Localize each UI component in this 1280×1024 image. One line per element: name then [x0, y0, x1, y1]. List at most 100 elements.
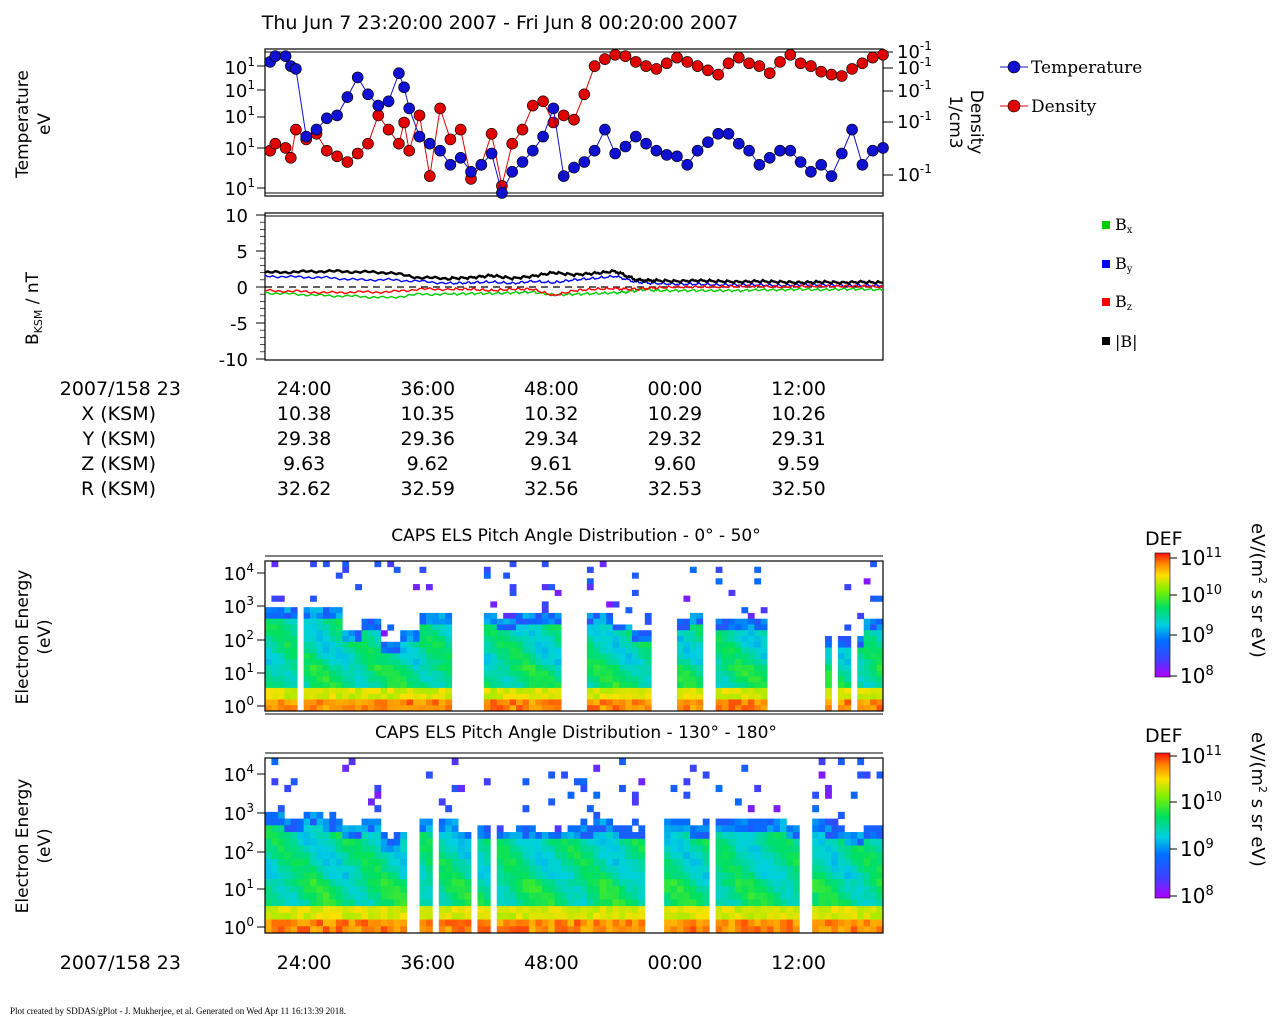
spectrogram-cell — [290, 852, 298, 860]
spectrogram-cell — [541, 636, 549, 643]
spectrogram-cell — [760, 687, 768, 695]
spectrogram-cell — [322, 818, 330, 826]
spectrogram-cell — [818, 892, 826, 900]
spectrogram-cell — [760, 647, 768, 654]
spectrogram-cell — [503, 687, 511, 695]
spectrogram-cell — [335, 653, 343, 660]
spectrogram-cell — [612, 899, 620, 907]
spectrogram-cell — [445, 838, 453, 846]
colorbar-tick: 109 — [1180, 837, 1214, 861]
spectrogram-cell — [837, 919, 845, 927]
spectrogram-cell — [631, 899, 639, 907]
spectrogram-cell — [599, 872, 607, 880]
spectrogram-cell — [625, 852, 633, 860]
spectrogram-cell — [760, 926, 768, 934]
spectrogram-cell — [773, 892, 781, 900]
spectrogram-cell — [644, 647, 652, 654]
spectrogram-cell — [747, 865, 755, 873]
spectrogram-cell — [284, 906, 292, 914]
spectrogram-cell — [850, 791, 858, 799]
spectrogram-cell — [734, 818, 742, 826]
spectrogram-cell — [303, 653, 311, 660]
spectrogram-cell — [522, 825, 530, 833]
spectrogram-cell — [419, 659, 427, 666]
spectrogram-cell — [509, 872, 517, 880]
spectrogram-cell — [329, 845, 337, 853]
spectrogram-cell — [284, 818, 292, 826]
spectrogram-cell — [689, 682, 697, 689]
spectrogram-cell — [741, 676, 749, 683]
spectrogram-cell — [541, 699, 549, 706]
spectrogram-cell — [760, 641, 768, 648]
spectrogram-cell — [535, 926, 543, 934]
spectrogram-cell — [316, 899, 324, 907]
pad-0-50-energy-tick: 100 — [223, 694, 254, 718]
spectrogram-cell — [586, 872, 594, 880]
spectrogram-cell — [303, 825, 311, 833]
ephemeris-value: 10.32 — [524, 403, 578, 425]
spectrogram-cell — [316, 818, 324, 826]
spectrogram-cell — [277, 595, 285, 602]
spectrogram-cell — [541, 693, 549, 700]
spectrogram-cell — [528, 641, 536, 648]
spectrogram-cell — [271, 872, 279, 880]
spectrogram-cell — [535, 852, 543, 860]
spectrogram-cell — [606, 865, 614, 873]
spectrogram-cell — [361, 664, 369, 672]
spectrogram-cell — [445, 926, 453, 934]
spectrogram-cell — [516, 653, 523, 660]
spectrogram-cell — [541, 879, 549, 887]
spectrogram-cell — [451, 899, 459, 907]
spectrogram-cell — [876, 641, 884, 648]
spectrogram-cell — [857, 912, 865, 920]
spectrogram-cell — [870, 852, 877, 860]
spectrogram-cell — [754, 693, 762, 700]
spectrogram-cell — [696, 926, 704, 934]
spectrogram-cell — [535, 664, 543, 672]
spectrogram-cell — [754, 832, 762, 840]
spectrogram-cell — [348, 636, 356, 643]
spectrogram-cell — [496, 676, 504, 683]
spectrogram-cell — [786, 899, 794, 907]
spectrogram-cell — [458, 879, 465, 887]
spectrogram-cell — [335, 892, 343, 900]
spectrogram-cell — [747, 693, 755, 700]
spectrogram-cell — [631, 818, 639, 826]
spectrogram-cell — [683, 676, 691, 683]
spectrogram-cell — [483, 892, 491, 900]
spectrogram-cell — [850, 852, 858, 860]
spectrogram-cell — [310, 595, 317, 602]
spectrogram-cell — [419, 653, 427, 660]
spectrogram-cell — [322, 653, 330, 660]
spectrogram-cell — [271, 778, 279, 786]
spectrogram-cell — [265, 852, 272, 860]
spectrogram-cell — [322, 624, 330, 631]
spectrogram-cell — [767, 865, 774, 873]
spectrogram-cell — [625, 872, 633, 880]
spectrogram-cell — [342, 670, 350, 677]
spectrogram-cell — [445, 624, 453, 631]
spectrogram-cell — [857, 838, 865, 846]
spectrogram-cell — [432, 641, 440, 648]
spectrogram-cell — [368, 670, 375, 677]
spectrogram-cell — [715, 858, 723, 867]
spectrogram-cell — [483, 641, 491, 648]
spectrogram-cell — [683, 618, 691, 625]
spectrogram-cell — [284, 892, 292, 900]
spectrogram-cell — [722, 693, 729, 700]
spectrogram-cell — [522, 805, 530, 813]
spectrogram-cell — [503, 858, 511, 867]
spectrogram-cell — [561, 885, 568, 894]
spectrogram-cell — [503, 919, 511, 927]
temperature-point — [599, 123, 611, 136]
spectrogram-cell — [844, 653, 852, 660]
spectrogram-cell — [767, 912, 774, 920]
spectrogram-cell — [548, 670, 556, 677]
spectrogram-cell — [612, 872, 620, 880]
spectrogram-cell — [644, 653, 652, 660]
temperature-point — [279, 50, 292, 63]
spectrogram-cell — [535, 892, 543, 900]
spectrogram-cell — [754, 630, 762, 637]
spectrogram-cell — [316, 872, 324, 880]
spectrogram-cell — [271, 825, 279, 833]
